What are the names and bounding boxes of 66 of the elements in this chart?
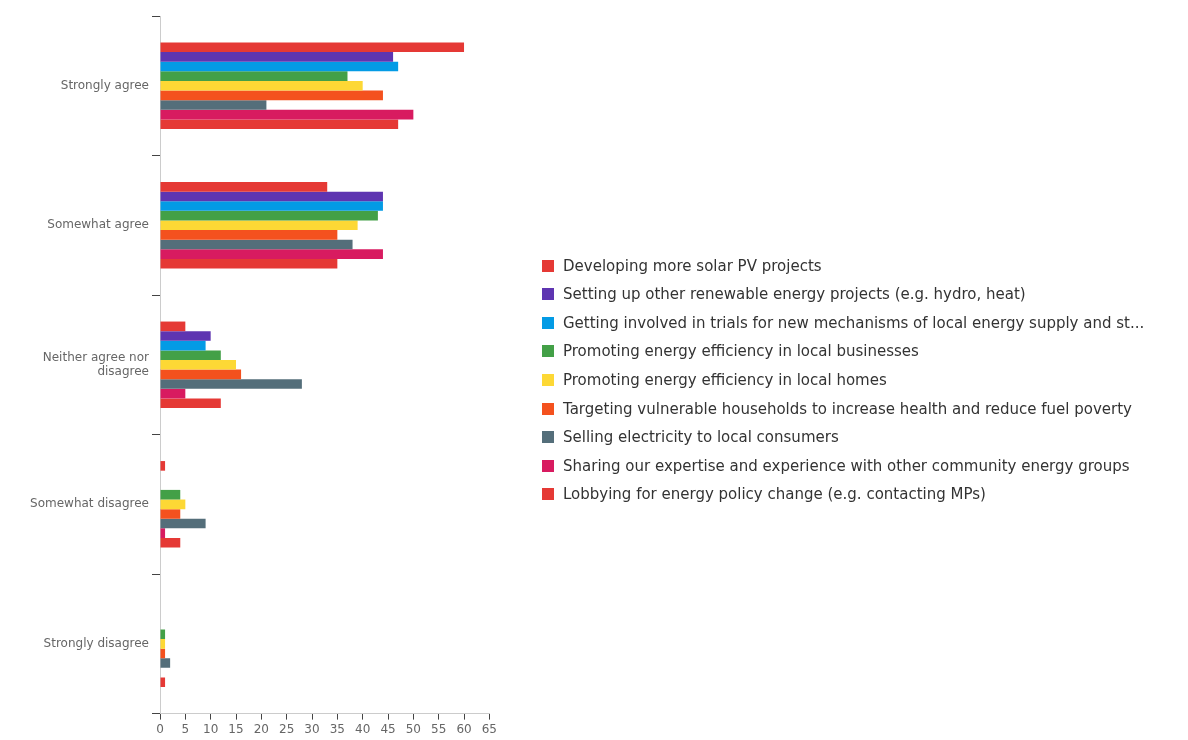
bar [160, 350, 221, 360]
bar [160, 528, 166, 538]
bar [160, 210, 378, 221]
bar [160, 629, 166, 640]
bar [160, 201, 383, 211]
bar [160, 100, 267, 110]
x-tick-label: 50 [405, 721, 421, 736]
x-tick-label: 15 [228, 721, 244, 736]
bar [160, 119, 399, 130]
bar [160, 42, 465, 53]
x-tick-label: 40 [355, 721, 371, 736]
legend-label: Selling electricity to local consumers [563, 428, 839, 447]
bar [160, 369, 242, 380]
x-tick-label: 55 [431, 721, 447, 736]
x-tick-label: 0 [156, 721, 164, 736]
x-tick-label: 45 [380, 721, 396, 736]
legend-label: Setting up other renewable energy projects (e.g. hydro, heat) [563, 285, 1026, 304]
bar [160, 518, 206, 529]
x-tick-label: 30 [304, 721, 320, 736]
legend-label: Sharing our expertise and experience with other community energy groups [563, 456, 1130, 475]
y-tick-label: Strongly agree [60, 77, 149, 92]
bar [160, 461, 166, 471]
y-tick-label: Somewhat agree [47, 217, 149, 232]
y-tick-label: Strongly disagree [43, 635, 149, 650]
x-tick-label: 5 [181, 721, 190, 736]
bar [160, 340, 206, 351]
x-tick-label: 20 [253, 721, 269, 736]
bar [160, 639, 166, 649]
legend-label: Targeting vulnerable households to increase health and reduce fuel poverty [563, 399, 1132, 418]
x-tick-label: 65 [481, 721, 498, 736]
y-tick-label: Somewhat disagree [30, 496, 149, 511]
bar [160, 239, 353, 250]
bar [160, 677, 166, 688]
bar [160, 109, 414, 120]
legend-label: Promoting energy efficiency in local homes [563, 371, 887, 389]
bar [160, 258, 338, 269]
bar [160, 230, 338, 240]
bar [160, 321, 186, 332]
bar [160, 249, 383, 259]
x-tick-label: 25 [279, 721, 295, 736]
bar [160, 499, 186, 510]
bar [160, 80, 363, 91]
bar [160, 398, 221, 409]
bar [160, 90, 383, 101]
bar [160, 191, 383, 202]
x-tick-label: 35 [329, 721, 345, 736]
x-tick-label: 10 [203, 721, 219, 736]
bar [160, 379, 302, 389]
bar [160, 71, 348, 81]
bar [160, 537, 181, 548]
bar [160, 359, 237, 370]
legend-label: Getting involved in trials for new mechanisms of local energy supply and st... [563, 313, 1145, 332]
bar [160, 658, 171, 668]
bar [160, 509, 181, 519]
bar [160, 61, 399, 72]
bar [160, 388, 186, 399]
legend-label: Lobbying for energy policy change (e.g. contacting MPs) [563, 485, 986, 504]
legend-label: Developing more solar PV projects [563, 256, 822, 275]
y-tick-label: Neither agree nor disagree [42, 349, 150, 379]
x-tick-label: 60 [456, 721, 472, 736]
bar [160, 489, 181, 500]
bar [160, 52, 394, 62]
bar [160, 220, 358, 231]
bar [160, 182, 328, 192]
legend-label: Promoting energy efficiency in local businesses [563, 342, 919, 361]
bar [160, 331, 211, 341]
